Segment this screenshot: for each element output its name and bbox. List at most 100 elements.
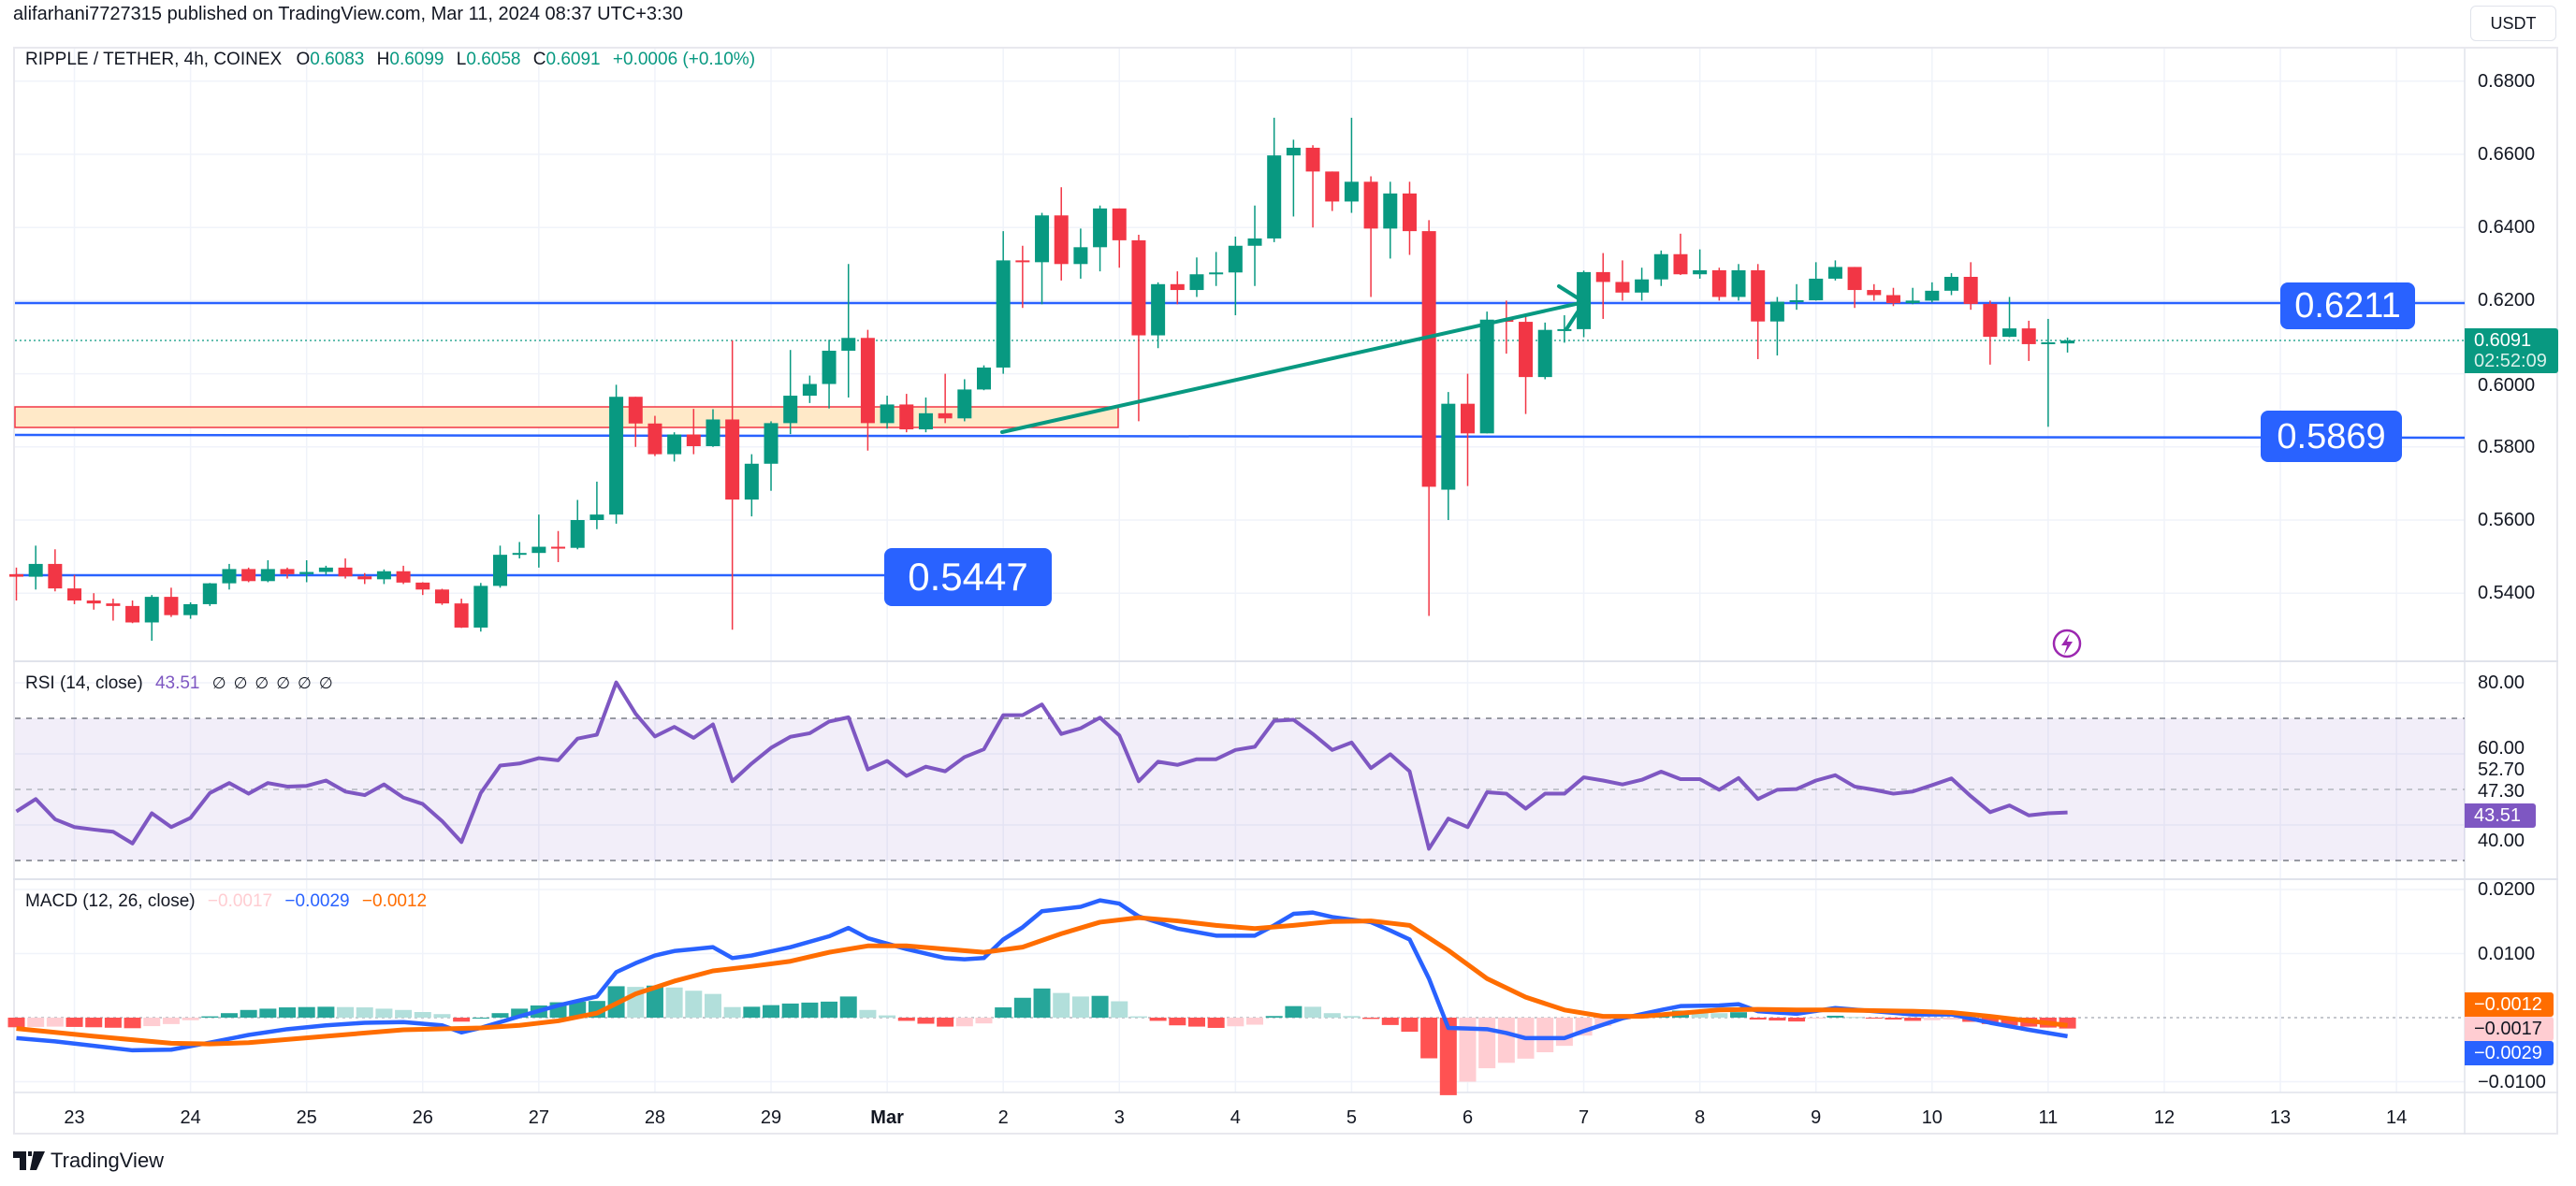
candle — [957, 379, 972, 422]
candle — [1073, 228, 1088, 279]
macd-histogram-bar — [46, 1018, 64, 1027]
candle — [744, 454, 759, 517]
candle — [183, 601, 198, 619]
macd-histogram-bar — [1187, 1018, 1205, 1027]
level-lines — [14, 301, 2466, 577]
candle-body — [531, 546, 546, 554]
candle-body — [1557, 328, 1572, 331]
candle-body — [1325, 171, 1340, 202]
candle-body — [1170, 283, 1185, 291]
candle-body — [1151, 283, 1166, 336]
macd-histogram-bar — [665, 987, 683, 1018]
macd-histogram-bar — [1285, 1005, 1303, 1018]
candle — [357, 572, 372, 585]
candle — [1925, 282, 1940, 303]
candle — [1112, 208, 1127, 268]
candle-body — [589, 514, 604, 520]
bar-countdown: 02:52:09 — [2474, 351, 2547, 371]
macd-histogram-bar — [259, 1008, 277, 1018]
candle-body — [1112, 208, 1127, 240]
candle-body — [357, 576, 372, 580]
candle-body — [1402, 193, 1417, 232]
candle — [686, 409, 701, 455]
price-axis-label: 0.5400 — [2478, 583, 2536, 604]
x-axis-label: 28 — [644, 1107, 666, 1128]
candle — [1305, 145, 1320, 228]
macd-histogram-bar — [937, 1018, 954, 1027]
candle-body — [938, 412, 953, 419]
candle — [1499, 300, 1514, 354]
candle-body — [1789, 300, 1804, 303]
candle-body — [1131, 239, 1146, 336]
candle — [1441, 392, 1456, 520]
level-label-middle[interactable]: 0.5869 — [2261, 411, 2402, 462]
candle — [9, 567, 23, 601]
candle — [1751, 264, 1766, 359]
candle-body — [899, 404, 914, 430]
candle-body — [86, 600, 101, 604]
macd-histogram-bar — [897, 1018, 915, 1021]
candle — [1267, 117, 1282, 242]
candle-body — [396, 571, 411, 583]
candle-body — [1731, 269, 1746, 297]
candle-body — [802, 383, 817, 397]
candle — [1595, 253, 1610, 319]
macd-histogram-bar — [414, 1012, 431, 1018]
macd-histogram-bar — [220, 1013, 238, 1018]
macd-line-value: −0.0029 — [284, 891, 350, 911]
macd-histogram-bar — [433, 1014, 451, 1018]
close-label: C — [532, 50, 546, 69]
candle — [48, 549, 63, 592]
macd-histogram-bar — [859, 1009, 877, 1018]
candle — [28, 545, 43, 590]
macd-histogram-bar — [1362, 1018, 1380, 1020]
macd-histogram-bar — [1594, 1018, 1612, 1026]
candle — [299, 560, 314, 583]
candle — [2002, 296, 2017, 338]
candle — [938, 373, 953, 424]
macd-histogram-bar — [491, 1013, 509, 1018]
macd-histogram-bar — [298, 1006, 315, 1018]
rsi-axis-label: 40.00 — [2478, 831, 2525, 851]
macd-histogram-bar — [569, 1001, 587, 1018]
candle-body — [1267, 155, 1282, 239]
level-label-upper[interactable]: 0.6211 — [2280, 282, 2415, 329]
level-label-lower[interactable]: 0.5447 — [884, 548, 1052, 606]
candle-body — [860, 338, 875, 424]
candle-body — [1363, 181, 1378, 229]
macd-histogram-bar — [337, 1006, 355, 1018]
candle — [1537, 322, 1552, 380]
macd-histogram-bar — [1904, 1018, 1922, 1021]
candle-body — [318, 567, 333, 572]
x-axis-label: 24 — [180, 1107, 201, 1128]
candle — [860, 329, 875, 451]
macd-histogram-bar — [1807, 1018, 1825, 1020]
macd-histogram-bar — [1246, 1018, 1264, 1025]
candle — [706, 409, 720, 447]
current-price-tag: 0.6091 02:52:09 — [2465, 328, 2558, 373]
tradingview-footer[interactable]: TradingView — [13, 1149, 164, 1173]
macd-histogram-bar — [801, 1002, 819, 1018]
macd-line — [16, 898, 2068, 1053]
rsi-null-value: ∅ — [298, 674, 312, 692]
rsi-null-values: ∅ ∅ ∅ ∅ ∅ ∅ — [205, 673, 333, 693]
candle-body — [957, 389, 972, 419]
candle-body — [1209, 272, 1224, 275]
candle-body — [2060, 340, 2075, 344]
candle — [2041, 318, 2056, 427]
candle-body — [1228, 245, 1243, 273]
candle-body — [1635, 279, 1650, 293]
symbol-name: RIPPLE / TETHER, 4h, COINEX — [25, 50, 283, 69]
candle — [1363, 176, 1378, 297]
candle — [202, 583, 217, 606]
rsi-axis-label: 60.00 — [2478, 738, 2525, 759]
candle — [1035, 212, 1050, 305]
x-axis-label: 14 — [2386, 1107, 2408, 1128]
macd-histogram-bar — [781, 1003, 799, 1018]
currency-button[interactable]: USDT — [2470, 6, 2556, 41]
candle-body — [260, 569, 275, 582]
macd-histogram-bar — [1923, 1018, 1941, 1020]
macd-signal-line — [16, 915, 2068, 1047]
high-label: H — [376, 50, 390, 69]
